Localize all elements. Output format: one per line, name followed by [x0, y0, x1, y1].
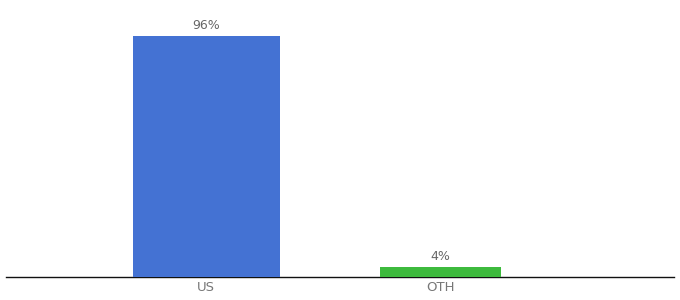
- Bar: [380, 266, 500, 277]
- Bar: [133, 36, 279, 277]
- Text: 4%: 4%: [430, 250, 450, 263]
- Text: 96%: 96%: [192, 19, 220, 32]
